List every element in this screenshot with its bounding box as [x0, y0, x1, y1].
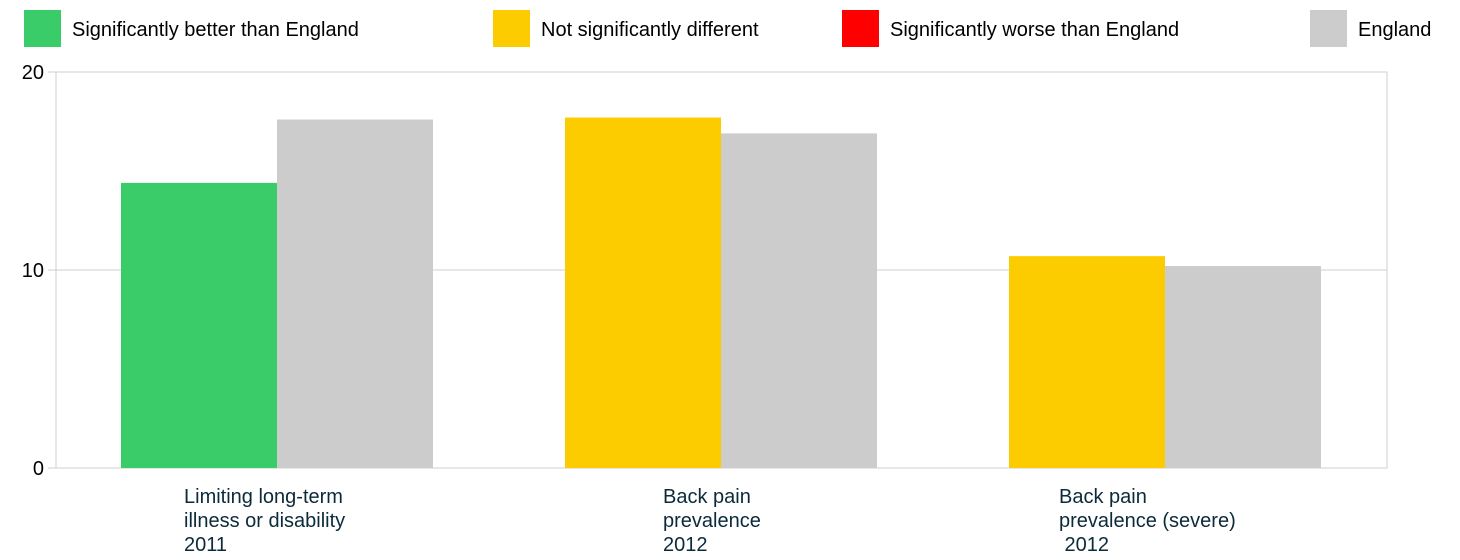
x-category-line: prevalence: [663, 510, 761, 532]
y-tick-label: 20: [22, 62, 44, 84]
area-bar: [1009, 256, 1165, 468]
england-bar: [277, 119, 433, 469]
x-category-line: Back pain: [663, 486, 751, 508]
x-category-line: 2012: [663, 534, 708, 556]
legend-label: Significantly better than England: [72, 19, 359, 41]
x-category-line: Back pain: [1059, 486, 1147, 508]
legend-swatch: [24, 10, 61, 47]
x-category-label: Limiting long-term illness or disability 2…: [184, 486, 345, 556]
x-category-line: 2011: [184, 534, 227, 556]
y-tick-label: 0: [33, 458, 44, 480]
legend-swatch: [842, 10, 879, 47]
legend-item: England: [1310, 10, 1431, 47]
england-bar: [1165, 266, 1321, 468]
legend-label: England: [1358, 19, 1431, 41]
x-category-label: Back pain prevalence 2012: [663, 486, 761, 556]
area-bar: [121, 182, 277, 468]
legend-item: Significantly better than England: [24, 10, 359, 47]
legend-swatch: [1310, 10, 1347, 47]
x-category-label: Back pain prevalence (severe) 2012: [1059, 486, 1236, 556]
legend: Significantly better than England Not sig…: [24, 10, 1431, 47]
x-category-line: prevalence (severe): [1059, 510, 1236, 532]
legend-label: Not significantly different: [541, 19, 759, 41]
y-tick-label: 10: [22, 260, 44, 282]
area-bar: [565, 117, 721, 468]
england-bar: [721, 133, 877, 468]
x-axis-categories: Limiting long-term illness or disability 2…: [184, 486, 1236, 556]
legend-item: Not significantly different: [493, 10, 759, 47]
x-category-line: illness or disability: [184, 510, 345, 532]
x-category-line: Limiting long-term: [184, 486, 343, 508]
x-category-line: 2012: [1059, 534, 1109, 556]
legend-item: Significantly worse than England: [842, 10, 1179, 47]
legend-label: Significantly worse than England: [890, 19, 1179, 41]
bars: [121, 117, 1321, 469]
legend-swatch: [493, 10, 530, 47]
y-axis-ticks: 0 10 20: [22, 62, 44, 480]
